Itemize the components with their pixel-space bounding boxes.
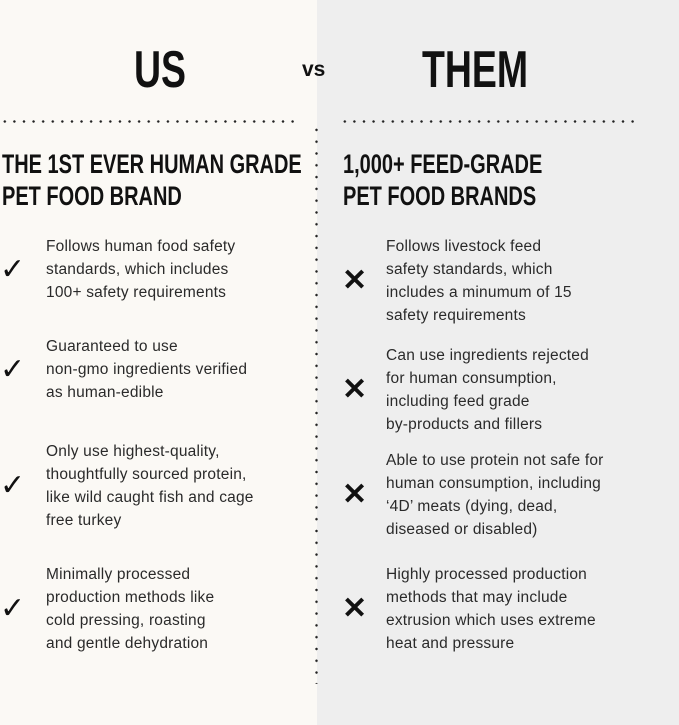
checkmark-icon: ✓: [0, 469, 26, 502]
item-text-line: Guaranteed to use: [46, 338, 178, 355]
item-text-line: for human consumption,: [386, 370, 557, 387]
us-list-item: ✓ Follows human food safety standards, whi…: [0, 235, 235, 304]
x-mark-icon: ✕: [342, 264, 368, 297]
us-list-item: ✓ Guaranteed to use non-gmo ingredients ve…: [0, 335, 247, 404]
x-mark-icon: ✕: [342, 373, 368, 406]
item-text-line: Can use ingredients rejected: [386, 347, 589, 364]
us-item-text: Guaranteed to use non-gmo ingredients ver…: [46, 335, 247, 404]
checkmark-icon: ✓: [0, 592, 26, 625]
item-text-line: human consumption, including: [386, 475, 601, 492]
checkmark-icon: ✓: [0, 252, 26, 286]
item-text-line: ‘4D’ meats (dying, dead,: [386, 498, 558, 515]
item-text-line: including feed grade: [386, 393, 530, 410]
us-list-item: ✓ Only use highest-quality, thoughtfully s…: [0, 440, 254, 532]
them-list-item: ✕ Able to use protein not safe for human c…: [340, 449, 604, 541]
x-mark-icon: ✕: [342, 592, 368, 625]
item-text-line: Only use highest-quality,: [46, 443, 220, 460]
item-text-line: cold pressing, roasting: [46, 612, 206, 629]
center-divider: [315, 124, 318, 684]
them-heading: 1,000+ FEED-GRADE PET FOOD BRANDS: [343, 148, 542, 212]
item-text-line: production methods like: [46, 589, 215, 606]
them-item-text: Highly processed production methods that …: [386, 563, 596, 655]
item-text-line: as human-edible: [46, 384, 164, 401]
item-text-line: Follows livestock feed: [386, 238, 542, 255]
vs-label: vs: [302, 58, 326, 81]
item-text-line: non-gmo ingredients verified: [46, 361, 248, 378]
item-text-line: extrusion which uses extreme: [386, 612, 596, 629]
item-text-line: Able to use protein not safe for: [386, 452, 604, 469]
us-item-text: Minimally processed production methods li…: [46, 563, 214, 655]
us-divider: [0, 120, 294, 123]
them-list-item: ✕ Follows livestock feed safety standards,…: [340, 235, 572, 327]
item-text-line: diseased or disabled): [386, 521, 538, 538]
us-list-item: ✓ Minimally processed production methods l…: [0, 563, 214, 655]
us-title: US: [133, 41, 187, 99]
item-text-line: methods that may include: [386, 589, 568, 606]
checkmark-icon: ✓: [0, 352, 26, 386]
them-list-item: ✕ Can use ingredients rejected for human c…: [340, 344, 589, 436]
them-item-text: Can use ingredients rejected for human co…: [386, 344, 589, 436]
them-heading-line: PET FOOD BRANDS: [343, 181, 537, 211]
them-heading-line: 1,000+ FEED-GRADE: [343, 149, 543, 179]
them-item-text: Able to use protein not safe for human co…: [386, 449, 604, 541]
item-text-line: safety standards, which: [386, 261, 553, 278]
us-item-text: Follows human food safety standards, whic…: [46, 235, 235, 304]
item-text-line: includes a minumum of 15: [386, 284, 572, 301]
them-title: THEM: [421, 41, 529, 99]
item-text-line: heat and pressure: [386, 635, 515, 652]
them-list-item: ✕ Highly processed production methods that…: [340, 563, 596, 655]
us-heading-line: THE 1ST EVER HUMAN GRADE: [2, 149, 302, 179]
item-text-line: and gentle dehydration: [46, 635, 209, 652]
item-text-line: 100+ safety requirements: [46, 284, 227, 301]
item-text-line: Minimally processed: [46, 566, 191, 583]
them-divider: [340, 120, 634, 123]
them-item-text: Follows livestock feed safety standards, …: [386, 235, 572, 327]
item-text-line: like wild caught fish and cage: [46, 489, 254, 506]
item-text-line: safety requirements: [386, 307, 526, 324]
item-text-line: by-products and fillers: [386, 416, 543, 433]
us-heading: THE 1ST EVER HUMAN GRADE PET FOOD BRAND: [2, 148, 302, 212]
item-text-line: thoughtfully sourced protein,: [46, 466, 247, 483]
us-heading-line: PET FOOD BRAND: [2, 181, 182, 211]
x-mark-icon: ✕: [342, 478, 368, 511]
item-text-line: standards, which includes: [46, 261, 229, 278]
us-item-text: Only use highest-quality, thoughtfully so…: [46, 440, 254, 532]
item-text-line: free turkey: [46, 512, 122, 529]
item-text-line: Follows human food safety: [46, 238, 236, 255]
item-text-line: Highly processed production: [386, 566, 587, 583]
